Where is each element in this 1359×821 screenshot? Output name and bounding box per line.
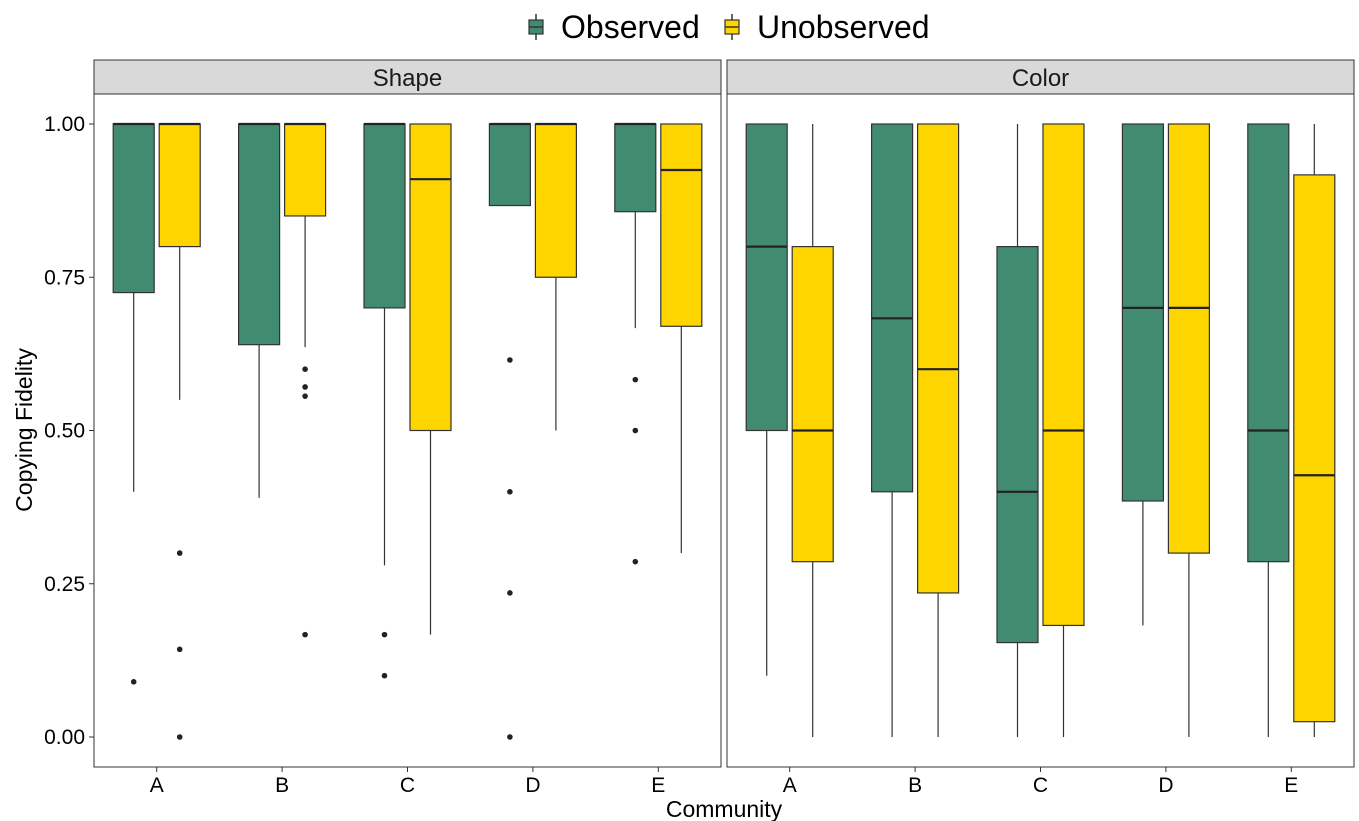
y-tick-label: 0.50 — [44, 420, 85, 443]
facet-color: Color — [726, 59, 1355, 768]
y-axis-title: Copying Fidelity — [11, 348, 37, 512]
outlier-point — [507, 734, 513, 740]
box-body — [870, 123, 914, 493]
box-body — [745, 123, 788, 432]
outlier-point — [381, 672, 388, 679]
legend-label-unobserved: Unobserved — [757, 9, 930, 45]
box-body — [488, 123, 531, 207]
strip-label-shape: Shape — [373, 65, 442, 92]
outlier-point — [507, 489, 513, 495]
box-body — [1293, 174, 1336, 723]
box-body — [614, 123, 657, 213]
box-color-a-unobserved — [791, 124, 834, 737]
x-tick-label-a: A — [783, 774, 797, 797]
x-tick-label-b: B — [275, 774, 289, 797]
box-body — [1121, 123, 1165, 502]
x-axis-title: Community — [666, 796, 783, 821]
x-tick-label-c: C — [400, 774, 415, 797]
strip-label-color: Color — [1012, 65, 1069, 92]
box-body — [791, 246, 834, 563]
y-tick-label: 1.00 — [44, 113, 85, 136]
facet-shape: Shape — [93, 59, 722, 768]
strip-color — [726, 59, 1355, 95]
x-tick-label-b: B — [908, 774, 922, 797]
x-tick-label-c: C — [1033, 774, 1048, 797]
box-shape-e-observed — [614, 122, 657, 565]
box-shape-d-unobserved — [534, 122, 578, 431]
box-shape-c-unobserved — [409, 123, 452, 635]
box-body — [112, 123, 155, 294]
legend-item-observed: Observed — [528, 9, 700, 45]
box-body — [1042, 123, 1085, 627]
box-body — [916, 123, 960, 594]
outlier-point — [176, 734, 183, 740]
box-color-d-observed — [1121, 123, 1165, 626]
legend: Observed Unobserved — [528, 9, 930, 45]
outlier-point — [302, 631, 308, 638]
y-tick-label: 0.25 — [44, 573, 85, 596]
x-tick-label-d: D — [525, 774, 540, 797]
box-body — [534, 123, 578, 278]
x-tick-label-a: A — [150, 774, 164, 797]
box-shape-d-observed — [488, 122, 531, 740]
box-shape-b-observed — [238, 122, 281, 498]
x-tick-label-d: D — [1158, 774, 1173, 797]
box-color-e-unobserved — [1293, 124, 1336, 737]
y-tick-label: 0.75 — [44, 266, 85, 289]
box-body — [996, 246, 1039, 644]
box-color-e-observed — [1247, 123, 1290, 737]
outlier-point — [176, 550, 183, 556]
outlier-point — [302, 366, 308, 373]
box-color-c-unobserved — [1042, 123, 1085, 737]
outlier-point — [381, 631, 388, 638]
box-body — [158, 123, 201, 248]
box-color-b-unobserved — [916, 123, 960, 737]
box-color-a-observed — [745, 123, 788, 676]
outlier-point — [302, 384, 308, 390]
box-body — [409, 123, 452, 432]
outlier-point — [632, 427, 639, 434]
box-body — [238, 123, 281, 346]
box-body — [1167, 123, 1211, 554]
y-tick-label: 0.00 — [44, 726, 85, 749]
box-color-c-observed — [996, 124, 1039, 737]
outlier-point — [130, 679, 137, 685]
outlier-point — [632, 558, 639, 565]
marks-color — [745, 123, 1336, 737]
outlier-point — [302, 393, 308, 399]
box-body — [284, 123, 327, 217]
box-color-b-observed — [870, 123, 914, 737]
outlier-point — [507, 357, 513, 363]
outlier-point — [632, 376, 639, 383]
box-body — [1247, 123, 1290, 563]
box-color-d-unobserved — [1167, 123, 1211, 737]
box-shape-a-observed — [112, 122, 155, 685]
outlier-point — [176, 646, 183, 653]
legend-label-observed: Observed — [561, 9, 700, 45]
box-body — [363, 123, 406, 309]
x-tick-label-e: E — [1284, 774, 1298, 797]
y-axis: 0.00 0.25 0.50 0.75 1.00 — [44, 113, 94, 749]
box-shape-e-unobserved — [660, 123, 703, 554]
box-body — [660, 123, 703, 327]
box-shape-b-unobserved — [284, 122, 327, 638]
outlier-point — [507, 590, 513, 596]
box-shape-c-observed — [363, 122, 406, 679]
box-shape-a-unobserved — [158, 122, 201, 740]
strip-shape — [93, 59, 722, 95]
x-tick-label-e: E — [651, 774, 665, 797]
marks-shape — [112, 122, 703, 740]
legend-item-unobserved: Unobserved — [724, 9, 930, 45]
